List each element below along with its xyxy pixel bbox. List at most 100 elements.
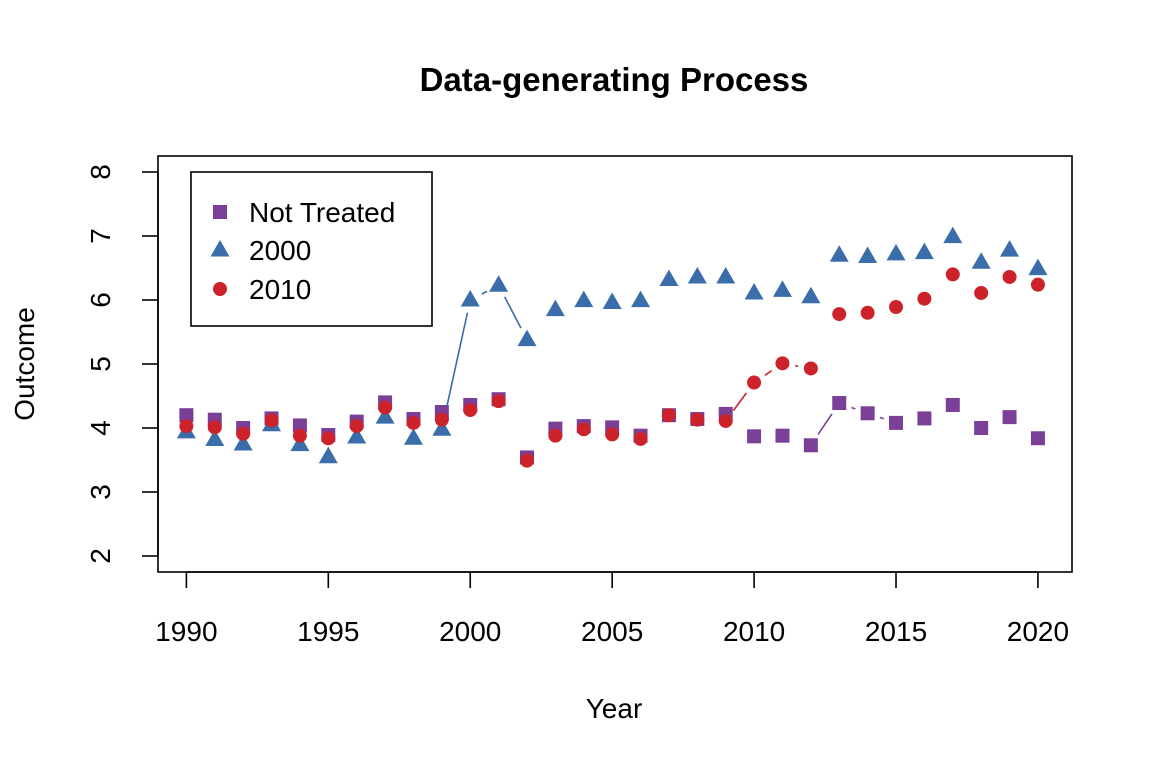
series-segment [732,392,748,411]
data-point [179,408,194,423]
series-segment [879,416,884,420]
series-segment [481,290,488,295]
data-point [460,290,480,307]
y-tick-label: 2 [85,548,116,564]
series-segment [795,364,799,367]
data-point [292,428,307,443]
data-point [943,226,963,244]
data-point [179,419,194,434]
data-point [829,245,849,262]
data-point [292,418,307,433]
x-tick-label: 2000 [439,616,501,647]
data-point [832,307,847,322]
y-axis-title: Outcome [9,307,40,421]
data-point [321,431,336,446]
y-axis: 2 3 4 5 6 7 8 [85,164,159,564]
data-point [889,300,904,315]
data-point [545,299,565,317]
data-point [889,415,904,430]
legend-label: 2000 [249,235,311,266]
data-point [974,285,989,300]
y-tick-label: 6 [85,292,116,308]
series-points [176,226,1048,468]
x-axis-title: Year [586,693,643,724]
data-point [434,412,449,427]
y-tick-label: 8 [85,164,116,180]
data-point [520,453,535,468]
data-point [803,438,818,453]
data-point [744,282,764,300]
data-point [775,356,790,371]
data-point [1002,410,1017,425]
data-point [690,412,705,427]
y-tick-label: 4 [85,420,116,436]
data-point [832,396,847,411]
data-point [205,429,225,447]
data-point [463,403,478,418]
data-point [378,400,393,415]
data-point [971,252,991,269]
x-tick-label: 2015 [865,616,927,647]
data-point [775,428,790,443]
data-point [633,431,648,446]
series-group [176,226,1048,464]
data-point [860,305,875,320]
data-point [718,413,733,428]
data-point [1030,431,1045,446]
data-point [803,361,818,376]
legend-marker [210,240,230,257]
data-point [290,434,310,452]
data-point [747,429,762,444]
data-point [1030,277,1045,292]
data-point [1028,258,1048,276]
series-segment [764,369,773,376]
data-point [974,421,989,435]
data-point [517,329,537,347]
x-axis: 1990 1995 2000 2005 2010 2015 2020 [155,571,1069,647]
data-point [207,420,222,435]
data-point [945,397,960,412]
data-point [945,267,960,282]
data-point [1000,240,1020,257]
legend-items: Not Treated 2000 2010 [210,197,395,305]
data-point [687,266,707,284]
data-point [716,266,736,284]
x-tick-label: 2005 [581,616,643,647]
data-point [574,290,594,308]
legend-marker [213,205,227,219]
legend-box [190,171,433,327]
data-point [236,426,251,441]
x-tick-label: 1995 [297,616,359,647]
series-lines [443,290,884,435]
legend-marker [213,282,227,296]
x-tick-label: 1990 [155,616,217,647]
data-point [491,394,506,409]
data-point [605,427,620,442]
series-segment [503,296,522,329]
data-point [858,246,878,263]
series-segment [851,406,856,410]
y-tick-label: 3 [85,484,116,500]
data-point [576,422,591,437]
data-point [772,280,792,297]
data-point [264,413,279,428]
data-point [914,242,934,260]
data-point [403,428,423,445]
data-point [917,291,932,306]
x-tick-label: 2020 [1007,616,1069,647]
data-point [432,419,452,436]
data-point [860,406,875,421]
data-point [631,290,651,308]
data-point [661,408,676,423]
legend-label: Not Treated [249,197,395,228]
data-point [747,375,762,390]
data-point [801,286,821,304]
legend: Not Treated 2000 2010 [190,171,433,327]
series-segment [443,312,469,417]
data-point [318,446,338,464]
data-point [917,411,932,426]
data-point [349,419,364,434]
x-tick-label: 2010 [723,616,785,647]
